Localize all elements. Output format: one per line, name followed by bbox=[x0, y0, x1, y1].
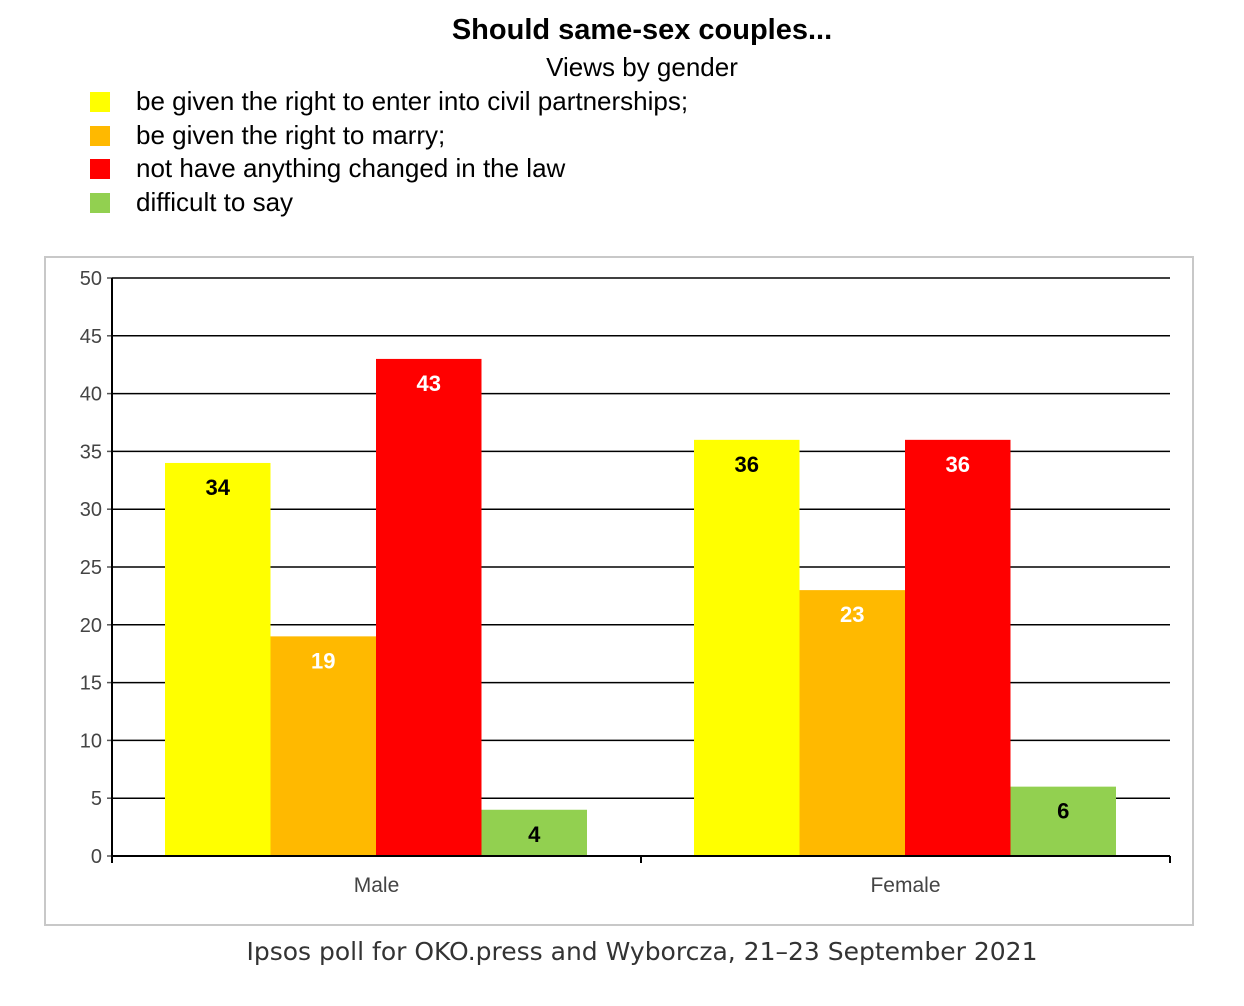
legend-swatch bbox=[90, 159, 110, 179]
legend-label: not have anything changed in the law bbox=[136, 153, 566, 183]
data-label: 19 bbox=[311, 648, 335, 673]
data-label: 4 bbox=[528, 822, 541, 847]
labels: 0 5 10 15 20 25 30 35 40 45 50 34 19 43 4 Male 36 23 36 6 Fe… bbox=[80, 268, 1070, 897]
x-tick-label: Male bbox=[354, 874, 400, 897]
legend-label: be given the right to enter into civil p… bbox=[136, 86, 689, 116]
y-tick-label: 15 bbox=[80, 673, 102, 695]
data-label: 43 bbox=[417, 371, 441, 396]
source-note: Ipsos poll for OKO.press and Wyborcza, 2… bbox=[246, 937, 1038, 966]
bar-chart: 0 5 10 15 20 25 30 35 40 45 50 34 19 43 4 Male 36 23 36 6 Fe… bbox=[80, 268, 1171, 897]
legend-label: difficult to say bbox=[136, 186, 294, 217]
bar bbox=[905, 439, 1011, 856]
y-tick-label: 35 bbox=[80, 441, 102, 463]
axes bbox=[107, 277, 1171, 863]
y-tick-label: 10 bbox=[80, 730, 102, 752]
legend-swatch bbox=[90, 192, 110, 213]
legend-swatch bbox=[90, 125, 110, 146]
data-label: 34 bbox=[206, 475, 231, 500]
y-tick-label: 25 bbox=[80, 557, 102, 579]
data-label: 36 bbox=[735, 452, 759, 477]
data-label: 36 bbox=[946, 452, 970, 477]
y-tick-label: 0 bbox=[91, 846, 102, 868]
y-tick-label: 5 bbox=[91, 788, 102, 810]
bars bbox=[165, 358, 1116, 856]
chart-frame: 0 5 10 15 20 25 30 35 40 45 50 34 19 43 4 Male 36 23 36 6 Fe… bbox=[44, 256, 1194, 926]
bar bbox=[481, 809, 587, 856]
y-tick-label: 30 bbox=[80, 499, 102, 521]
y-tick-label: 40 bbox=[80, 384, 102, 406]
bar bbox=[270, 636, 376, 856]
bar bbox=[165, 462, 271, 856]
bar bbox=[694, 439, 800, 856]
y-tick-label: 50 bbox=[80, 268, 102, 290]
data-label: 23 bbox=[840, 602, 864, 627]
bar bbox=[376, 358, 482, 856]
legend-label: be given the right to marry; bbox=[136, 119, 446, 150]
chart-subtitle: Views by gender bbox=[546, 52, 738, 82]
legend-swatch bbox=[90, 92, 110, 112]
y-tick-label: 20 bbox=[80, 615, 102, 637]
chart-title: Should same-sex couples... bbox=[451, 14, 833, 46]
y-tick-label: 45 bbox=[80, 326, 102, 348]
bar bbox=[1010, 786, 1116, 856]
data-label: 6 bbox=[1057, 799, 1069, 824]
bar bbox=[799, 590, 905, 856]
x-tick-label: Female bbox=[870, 874, 940, 897]
